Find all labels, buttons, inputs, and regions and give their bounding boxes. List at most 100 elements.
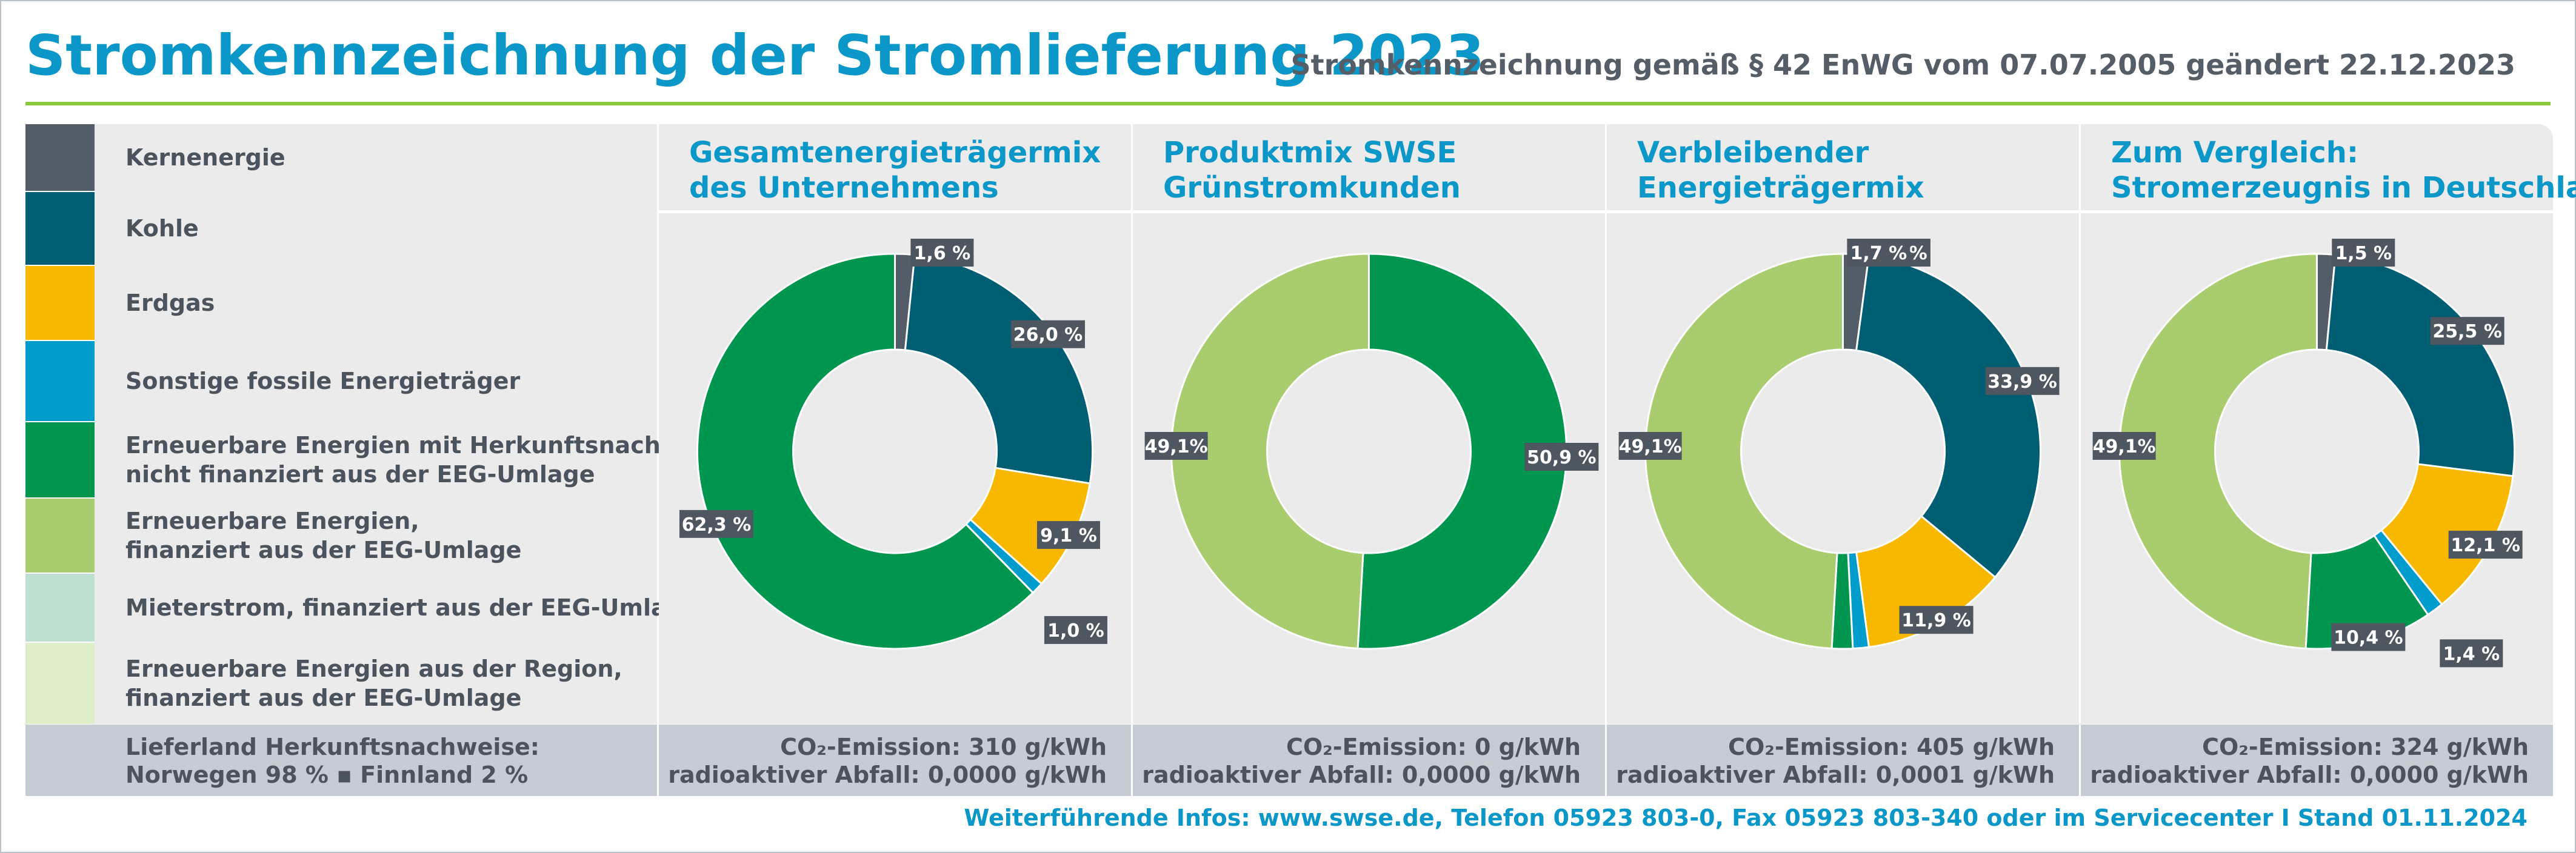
emission-footer: CO₂-Emission: 0 g/kWh radioaktiver Abfall… <box>1133 725 1605 796</box>
legend-label-line: finanziert aus der EEG-Umlage <box>125 537 522 563</box>
slice-data-label: 49,1% <box>1145 432 1208 460</box>
chart-title-line: Zum Vergleich: <box>2111 136 2359 170</box>
chart-panel: Gesamtenergieträgermix des Unternehmens 1,… <box>659 124 1131 724</box>
slice-data-label: 26,0 % <box>1010 320 1085 348</box>
legend-separator <box>25 421 95 423</box>
slice-label-text: 10,4 % <box>2334 627 2403 648</box>
legend-item: Sonstige fossile Energieträger <box>25 341 657 421</box>
slice-label-box <box>2448 531 2523 559</box>
legend-label: Erdgas <box>125 288 215 317</box>
radioactive-waste-value: radioaktiver Abfall: 0,0000 g/kWh <box>2090 762 2529 788</box>
donut-slice <box>696 253 1035 650</box>
chart-panel-header: Produktmix SWSE Grünstromkunden <box>1133 124 1605 209</box>
chart-panel: VerbleibenderEnergieträgermix2,1 %33,9 %… <box>1607 124 2079 724</box>
slice-label-text: 1,4 % <box>2443 643 2500 665</box>
slice-label-box <box>2430 317 2504 345</box>
origin-countries-heading: Lieferland Herkunftsnachweise: <box>125 734 539 760</box>
legend-swatch <box>25 341 95 421</box>
slice-label-box <box>2092 432 2156 460</box>
chart-panel-header: Verbleibender Energieträgermix <box>1607 124 2079 209</box>
donut-chart: 2,1 %33,9 %11,9 %1,3 %1,7 %49,1% <box>1619 239 2060 650</box>
donut-slice <box>904 254 1093 485</box>
slice-data-label: 49,1% <box>1619 432 1682 460</box>
legend-label-line: Erneuerbare Energien, <box>125 508 419 534</box>
slice-label-text: 26,0 % <box>1013 325 1083 346</box>
legend-item: Kohle <box>25 192 657 265</box>
slice-data-label: 1,0 % <box>1044 616 1107 644</box>
legend-separator <box>25 340 95 342</box>
slice-label-box <box>1847 239 1910 267</box>
donut-slice <box>2325 253 2515 477</box>
legend-label: Mieterstrom, finanziert aus der EEG-Umla… <box>125 593 699 622</box>
donut-chart: 50,9 % 49,1% <box>1145 253 1599 650</box>
slice-data-label: 1,4 % <box>2440 639 2503 668</box>
donut-chart: 1,6 % 26,0 % 9,1 % 1,0 % 62,3 % <box>679 239 1107 650</box>
emission-text: CO₂-Emission: 324 g/kWh radioaktiver Abfa… <box>2090 733 2529 789</box>
legend-swatch <box>25 574 95 642</box>
slice-label-box <box>1899 606 1974 634</box>
chart-title-line: des Unternehmens <box>689 171 999 205</box>
legend-item: Erdgas <box>25 266 657 340</box>
chart-panel-divider <box>2081 210 2553 213</box>
legend-label: Kernenergie <box>125 143 285 172</box>
emission-footer: CO₂-Emission: 310 g/kWh radioaktiver Abfa… <box>659 725 1131 796</box>
legend-label: Sonstige fossile Energieträger <box>125 367 520 396</box>
legend-label-line: nicht finanziert aus der EEG-Umlage <box>125 461 595 488</box>
slice-label-box <box>1010 320 1085 348</box>
legend-label-line: finanziert aus der EEG-Umlage <box>125 685 522 711</box>
co2-emission-value: CO₂-Emission: 310 g/kWh <box>780 734 1107 760</box>
slice-data-label: 10,4 % <box>2331 623 2406 651</box>
slice-label-text: 62,3 % <box>682 514 752 536</box>
origin-countries-text: Lieferland Herkunftsnachweise: Norwegen … <box>125 733 539 789</box>
slice-label-box <box>2332 239 2395 267</box>
legend-item: Erneuerbare Energien aus der Region, fina… <box>25 643 657 724</box>
legend-separator <box>25 265 95 267</box>
slice-label-text: 1,6 % <box>914 243 971 264</box>
page-subtitle: Stromkennzeichnung gemäß § 42 EnWG vom 0… <box>1290 48 2515 81</box>
slice-label-box <box>2331 623 2406 651</box>
emission-footer: CO₂-Emission: 405 g/kWh radioaktiver Abfa… <box>1607 725 2079 796</box>
emission-text: CO₂-Emission: 405 g/kWh radioaktiver Abfa… <box>1616 733 2055 789</box>
emission-footer: CO₂-Emission: 324 g/kWh radioaktiver Abfa… <box>2081 725 2553 796</box>
slice-label-text: 1,7 % <box>1850 243 1907 264</box>
legend-swatch <box>25 499 95 573</box>
slice-data-label: 33,9 % <box>1985 367 2060 395</box>
radioactive-waste-value: radioaktiver Abfall: 0,0000 g/kWh <box>1142 762 1581 788</box>
slice-data-label: 49,1% <box>2093 432 2156 460</box>
donut-chart: 1,5 % 25,5 % 12,1 % 1,4 % 10,4 % 49,1% <box>2093 239 2523 668</box>
legend-swatch <box>25 124 95 191</box>
chart-panel-divider <box>1133 210 1605 213</box>
slice-label-text: 33,9 % <box>1987 371 2057 393</box>
slice-label-box <box>1144 432 1208 460</box>
slice-label-text: 1,0 % <box>1047 620 1104 642</box>
slice-label-text: 12,1 % <box>2451 535 2520 556</box>
radioactive-waste-value: radioaktiver Abfall: 0,0001 g/kWh <box>1616 762 2055 788</box>
slice-label-text: 50,9 % <box>1527 447 1597 468</box>
legend-label-line: Sonstige fossile Energieträger <box>125 368 521 394</box>
chart-panel-divider <box>1607 210 2079 213</box>
slice-data-label: 1,7 % <box>1847 239 1910 267</box>
chart-title-line: Grünstromkunden <box>1163 171 1461 205</box>
chart-title-line: Stromerzeugnis in Deutschland <box>2111 171 2576 205</box>
legend-footer: Lieferland Herkunftsnachweise: Norwegen … <box>25 725 657 796</box>
page-title: Stromkennzeichnung der Stromlieferung 20… <box>25 23 1485 88</box>
slice-label-box <box>679 509 753 538</box>
donut-slice <box>1855 254 2041 579</box>
legend-label: Erneuerbare Energien mit Herkunftsnachwe… <box>125 431 728 489</box>
legend-label-line: Mieterstrom, finanziert aus der EEG-Umla… <box>125 594 699 621</box>
chart-panel-divider <box>659 210 1131 213</box>
legend-swatch <box>25 192 95 265</box>
radioactive-waste-value: radioaktiver Abfall: 0,0000 g/kWh <box>668 762 1107 788</box>
contact-info: Weiterführende Infos: www.swse.de, Telef… <box>964 805 2528 831</box>
legend-separator <box>25 497 95 499</box>
chart-title-line: Verbleibender <box>1637 136 1869 170</box>
slice-label-text: 49,1% <box>2093 436 2156 457</box>
legend-label-line: Kernenergie <box>125 144 285 171</box>
chart-title-line: Energieträgermix <box>1637 171 1924 205</box>
emission-text: CO₂-Emission: 0 g/kWh radioaktiver Abfall… <box>1142 733 1581 789</box>
slice-data-label: 12,1 % <box>2448 531 2523 559</box>
legend-label-line: Kohle <box>125 215 199 242</box>
slice-data-label: 62,3 % <box>679 509 753 538</box>
chart-title: Produktmix SWSE Grünstromkunden <box>1163 135 1461 205</box>
legend-separator <box>25 573 95 574</box>
